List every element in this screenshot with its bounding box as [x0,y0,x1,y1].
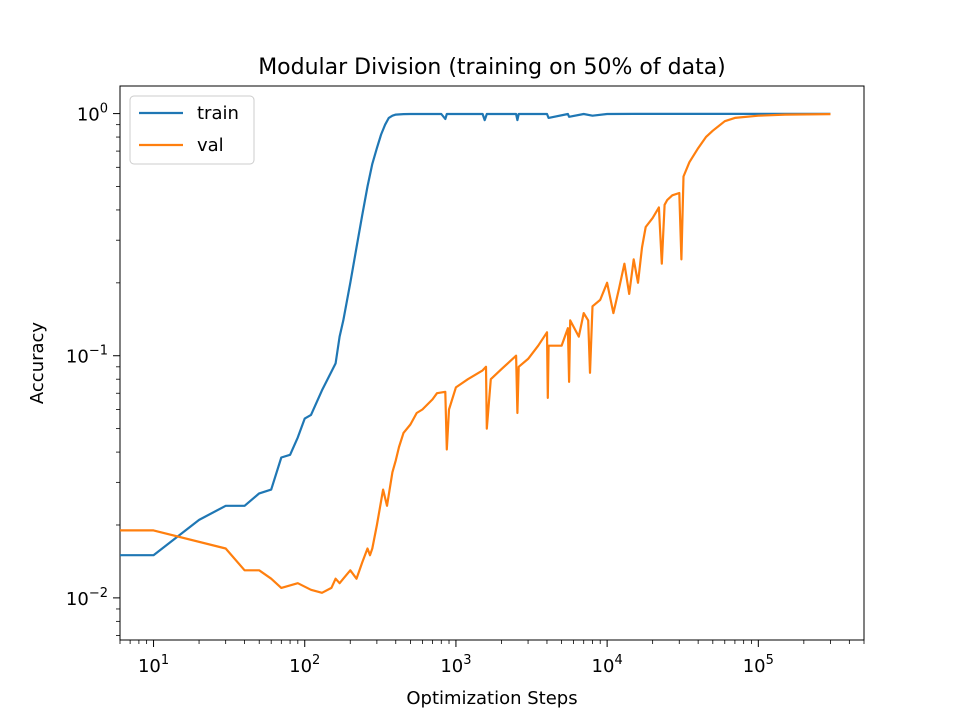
y-axis-ticks: 10−2 10−1 100 [66,102,120,636]
plot-frame [119,85,865,641]
legend: train val [129,95,255,165]
y-tick-label: 10−2 [66,586,108,610]
x-axis-label: Optimization Steps [406,688,577,709]
x-tick-label: 102 [289,653,320,677]
x-tick-label: 105 [743,653,774,677]
y-axis-label: Accuracy [27,322,48,405]
y-tick-label: 100 [77,102,108,126]
x-tick-label: 104 [592,653,623,677]
chart-title: Modular Division (training on 50% of dat… [258,55,726,80]
plot-area [119,85,865,641]
x-axis-ticks: 101 102 103 104 105 [119,640,865,677]
x-tick-label: 101 [138,653,169,677]
x-tick-label: 103 [440,653,471,677]
y-tick-label: 10−1 [66,344,108,368]
series-group [120,112,831,594]
legend-label-val: val [197,135,224,156]
series-line-train [120,112,831,557]
legend-label-train: train [197,103,239,124]
series-line-val [120,113,831,594]
